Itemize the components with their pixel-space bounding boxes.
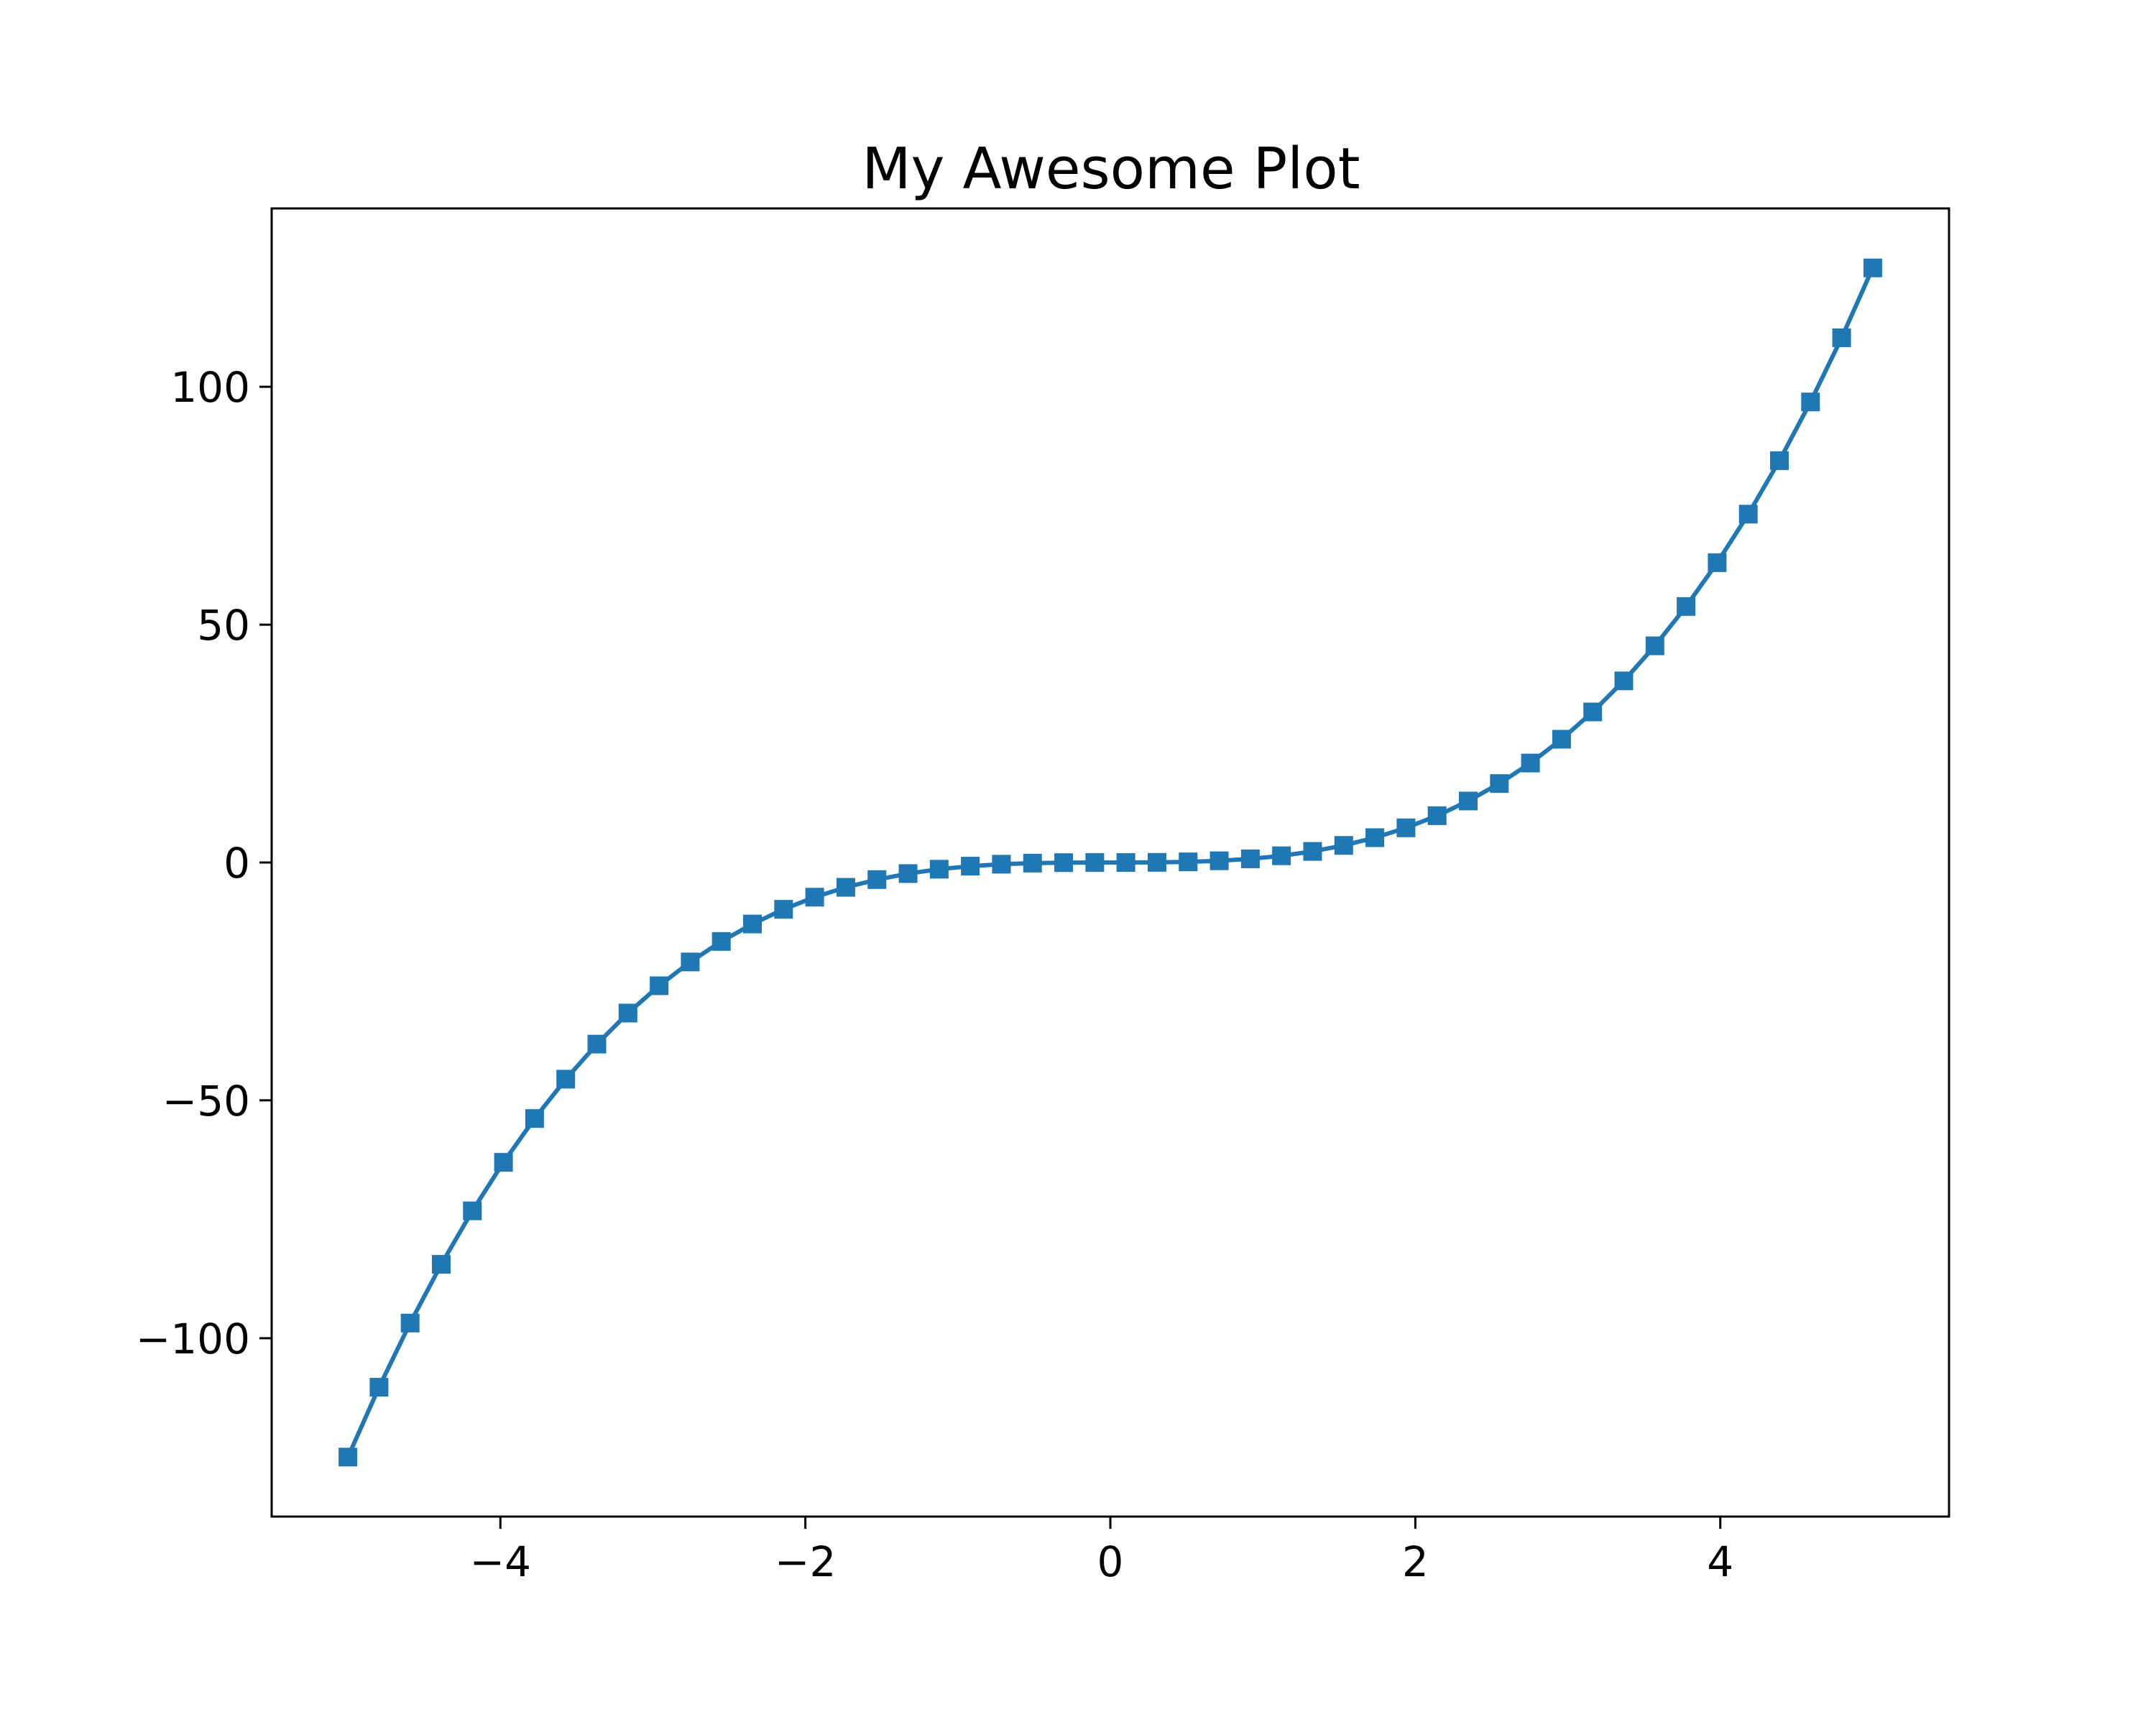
x-tick-label: 2 [1402, 1537, 1429, 1586]
series-line [346, 267, 1875, 1458]
data-point [1179, 852, 1198, 872]
data-point [1614, 671, 1634, 691]
data-point [494, 1153, 513, 1172]
data-point [711, 932, 731, 951]
y-tick-label: −50 [162, 1077, 250, 1126]
data-point [774, 900, 793, 919]
data-point [463, 1201, 482, 1220]
data-point [1272, 846, 1291, 865]
chart-title: My Awesome Plot [862, 136, 1360, 202]
data-point [1210, 851, 1229, 870]
data-point [1708, 553, 1727, 572]
data-point [805, 888, 824, 907]
y-tick-label: 50 [197, 601, 250, 650]
data-point [1365, 828, 1385, 847]
data-point [556, 1070, 576, 1089]
data-point [369, 1378, 389, 1397]
data-point [338, 1448, 358, 1467]
x-tick-label: 0 [1097, 1537, 1124, 1586]
data-point [1147, 852, 1166, 872]
data-point [898, 864, 918, 883]
data-point [1770, 451, 1789, 470]
data-point [1054, 853, 1074, 873]
data-point [681, 952, 700, 972]
data-point [1583, 702, 1603, 722]
data-point [650, 976, 669, 995]
data-point [1677, 597, 1696, 616]
x-tick-label: 4 [1707, 1537, 1733, 1586]
plot-area [338, 258, 1882, 1467]
y-tick-label: 0 [224, 839, 250, 888]
data-point [587, 1034, 607, 1054]
data-point [1458, 791, 1478, 811]
data-point [929, 860, 949, 879]
y-tick-label: −100 [136, 1315, 250, 1363]
data-point [1863, 258, 1882, 277]
data-point [743, 914, 763, 934]
data-point [1396, 818, 1416, 837]
data-point [1801, 392, 1820, 412]
data-point [1490, 774, 1509, 794]
data-point [618, 1003, 637, 1023]
data-point [961, 857, 980, 876]
data-point [1521, 753, 1540, 773]
data-point [1240, 849, 1260, 868]
data-point [400, 1313, 420, 1333]
data-point [836, 878, 855, 897]
x-tick-label: −4 [470, 1537, 532, 1586]
data-point [1738, 505, 1758, 524]
data-point [1832, 328, 1851, 347]
y-tick-label: 100 [170, 363, 250, 412]
data-point [431, 1255, 451, 1274]
x-axis: −4 −2 0 2 4 [470, 1517, 1733, 1586]
data-point [1023, 853, 1042, 873]
data-point [1427, 806, 1447, 825]
x-tick-label: −2 [775, 1537, 837, 1586]
data-point [525, 1109, 544, 1128]
data-point [1085, 853, 1105, 872]
y-axis: −100 −50 0 50 100 [136, 363, 272, 1363]
data-point [1552, 730, 1571, 749]
data-point [1645, 636, 1664, 656]
data-point [1303, 842, 1322, 861]
data-point [1116, 853, 1135, 872]
data-point [992, 855, 1011, 874]
data-point [1334, 836, 1353, 855]
data-point [867, 870, 887, 889]
